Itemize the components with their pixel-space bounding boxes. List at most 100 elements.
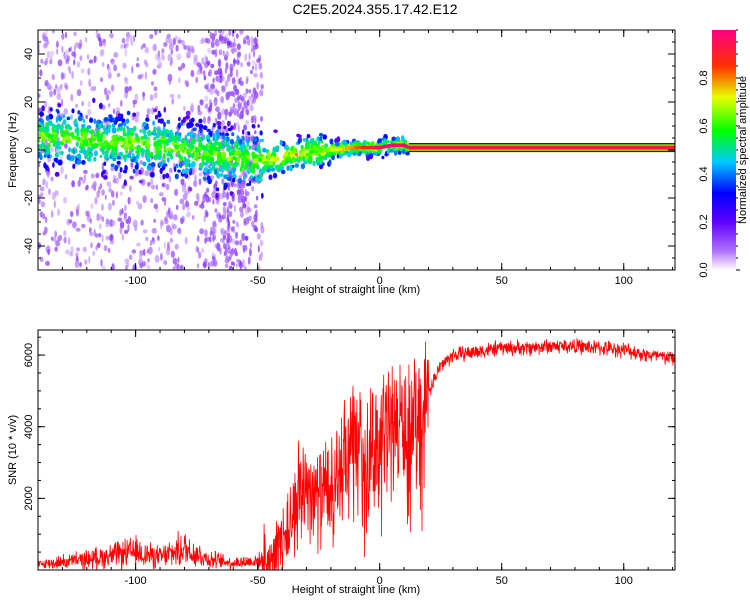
band-dot [158,152,162,158]
noise-dot [161,51,164,58]
band-dot [173,166,177,173]
noise-dot [56,48,59,55]
noise-dot [127,224,130,232]
noise-dot [126,42,129,48]
noise-dot [233,84,238,92]
band-dot [87,142,91,147]
band-dot [62,119,67,125]
noise-dot [214,70,219,76]
band-dot [300,163,306,170]
noise-dot [250,115,254,124]
band-dot [215,129,219,136]
noise-dot [209,87,214,95]
band-dot [116,155,121,160]
band-dot [166,119,171,124]
noise-dot [194,200,199,206]
noise-dot [170,57,173,65]
band-dot [353,152,356,156]
noise-dot [249,242,253,248]
noise-dot [123,76,128,82]
band-dot [152,108,158,113]
band-dot [40,118,44,124]
noise-dot [81,223,86,229]
noise-dot [204,95,209,102]
noise-dot [252,95,257,104]
band-dot [275,166,279,171]
band-dot [188,124,193,128]
band-dot [84,151,89,158]
noise-dot [39,256,44,263]
band-dot [93,156,97,162]
noise-dot [235,69,239,78]
band-dot [94,151,98,156]
noise-dot [226,213,229,222]
band-dot [102,131,107,135]
noise-dot [64,31,68,39]
band-dot [102,136,107,140]
noise-dot [243,37,246,44]
band-dot [163,121,166,128]
band-dot [209,160,213,165]
noise-dot [229,42,235,48]
band-dot [328,159,332,166]
noise-dot [257,265,261,270]
band-dot [219,173,224,177]
noise-dot [54,246,58,252]
band-dot [279,139,283,146]
noise-dot [224,263,229,269]
noise-dot [243,244,248,252]
noise-dot [163,241,166,249]
noise-dot [246,200,250,208]
noise-dot [181,215,185,223]
band-dot [192,127,197,132]
band-dot [217,125,221,130]
band-dot [273,129,278,133]
noise-dot [51,192,56,201]
noise-dot [136,57,139,62]
band-dot [234,151,238,156]
band-dot [231,132,235,137]
band-dot [109,116,114,123]
band-dot [147,158,151,163]
noise-dot [65,49,69,57]
colorbar-ticks: 0.0 0.2 0.4 0.6 0.8 [698,29,740,278]
noise-dot [105,235,110,241]
noise-dot [258,62,263,70]
noise-dot [226,233,231,238]
band-dot [98,143,104,147]
noise-dot [169,210,173,218]
noise-dot [131,66,134,74]
noise-dot [134,93,139,102]
band-dot [151,131,157,136]
snr-ticks: -100 -50 0 50 100 2000 4000 6000 [23,330,675,587]
noise-dot [90,242,93,249]
noise-dot [163,260,168,266]
band-dot [227,120,230,127]
noise-dot [150,178,154,185]
noise-dot [197,197,200,202]
noise-dot [120,44,125,49]
band-dot [399,147,403,152]
band-dot [180,145,184,151]
noise-dot [246,76,249,82]
noise-dot [146,264,151,270]
noise-dot [108,188,113,193]
band-dot [125,140,129,147]
band-dot [41,133,44,139]
noise-dot [239,62,244,68]
noise-dot [101,61,105,68]
noise-dot [244,265,247,270]
noise-dot [50,176,54,182]
band-dot [81,160,86,165]
noise-dot [130,162,134,168]
band-dot [208,140,213,146]
band-dot [389,149,394,153]
noise-dot [81,101,84,107]
band-dot [130,158,136,163]
band-dot [80,123,86,128]
band-dot [286,165,290,171]
band-dot [201,144,206,151]
band-dot [144,151,150,156]
noise-dot [142,195,147,204]
noise-dot [75,227,81,232]
